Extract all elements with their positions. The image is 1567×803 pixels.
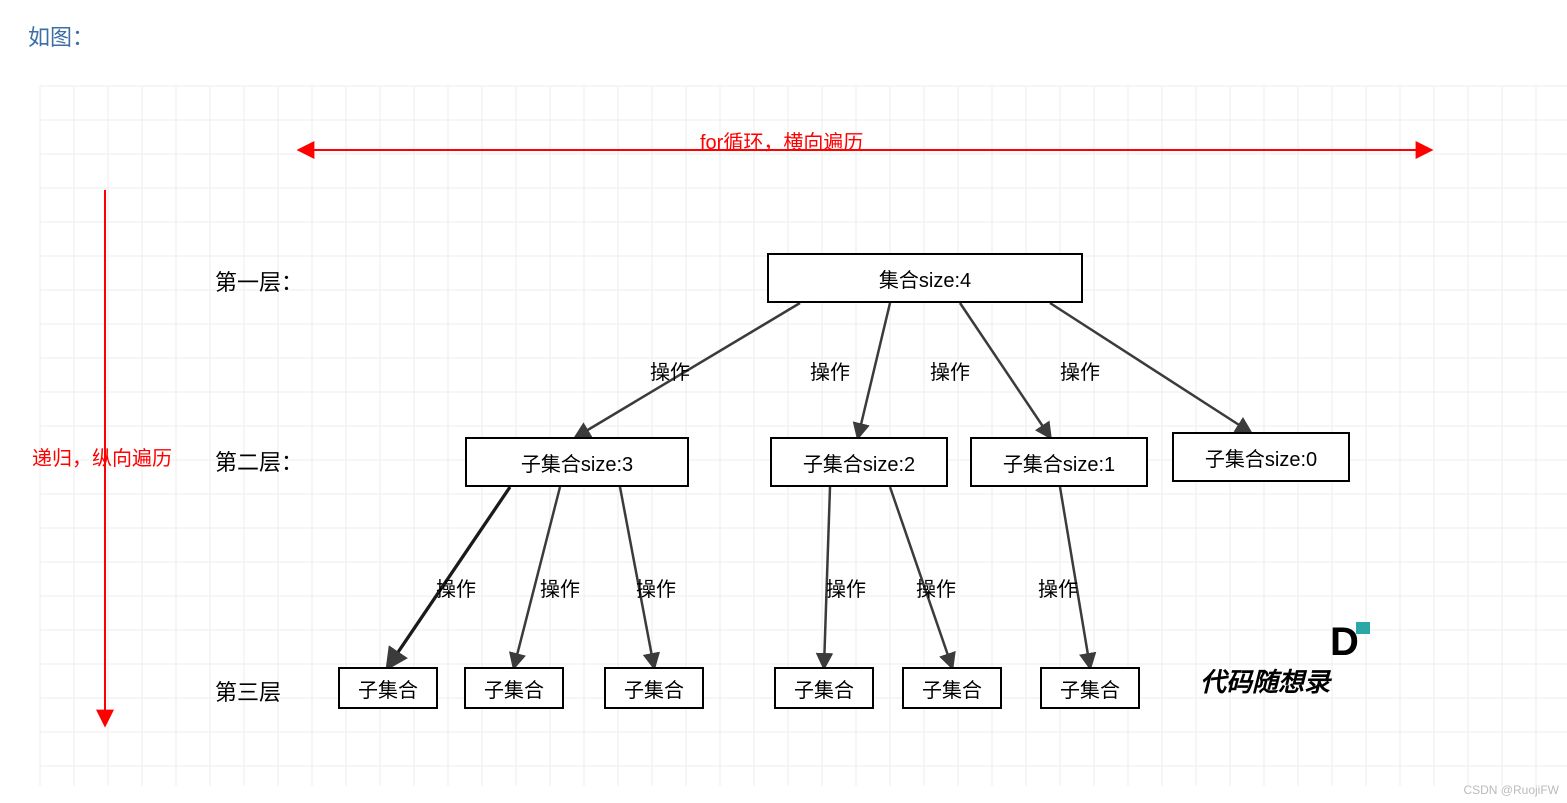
- tree-node-n3e: 子集合: [902, 667, 1002, 709]
- tree-node-n3f: 子集合: [1040, 667, 1140, 709]
- edge-label-3: 操作: [1060, 356, 1100, 385]
- tree-node-n2d: 子集合size:0: [1172, 432, 1350, 482]
- vertical-axis-label: 递归，纵向遍历: [22, 442, 182, 471]
- edge-label-1: 操作: [810, 356, 850, 385]
- edge-label-4: 操作: [436, 573, 476, 602]
- tree-node-root: 集合size:4: [767, 253, 1083, 303]
- edge-label-6: 操作: [636, 573, 676, 602]
- tree-node-n3b: 子集合: [464, 667, 564, 709]
- caption-text: 如图：: [28, 20, 94, 52]
- edge-label-2: 操作: [930, 356, 970, 385]
- edge-label-5: 操作: [540, 573, 580, 602]
- tree-node-n3a: 子集合: [338, 667, 438, 709]
- level-label-1: 第一层：: [215, 265, 303, 297]
- logo-d-bar: [1356, 622, 1370, 634]
- tree-node-n3c: 子集合: [604, 667, 704, 709]
- logo-d-icon: D: [1330, 620, 1359, 665]
- tree-node-n3d: 子集合: [774, 667, 874, 709]
- logo-text: 代码随想录: [1200, 662, 1330, 699]
- level-label-3: 第三层: [215, 675, 281, 707]
- horizontal-axis-label: for循环，横向遍历: [700, 126, 863, 155]
- watermark-text: CSDN @RuojiFW: [1463, 783, 1559, 797]
- tree-node-n2b: 子集合size:2: [770, 437, 948, 487]
- tree-node-n2a: 子集合size:3: [465, 437, 689, 487]
- tree-node-n2c: 子集合size:1: [970, 437, 1148, 487]
- level-label-2: 第二层：: [215, 445, 303, 477]
- edge-label-8: 操作: [916, 573, 956, 602]
- edge-label-9: 操作: [1038, 573, 1078, 602]
- edge-label-0: 操作: [650, 356, 690, 385]
- edge-label-7: 操作: [826, 573, 866, 602]
